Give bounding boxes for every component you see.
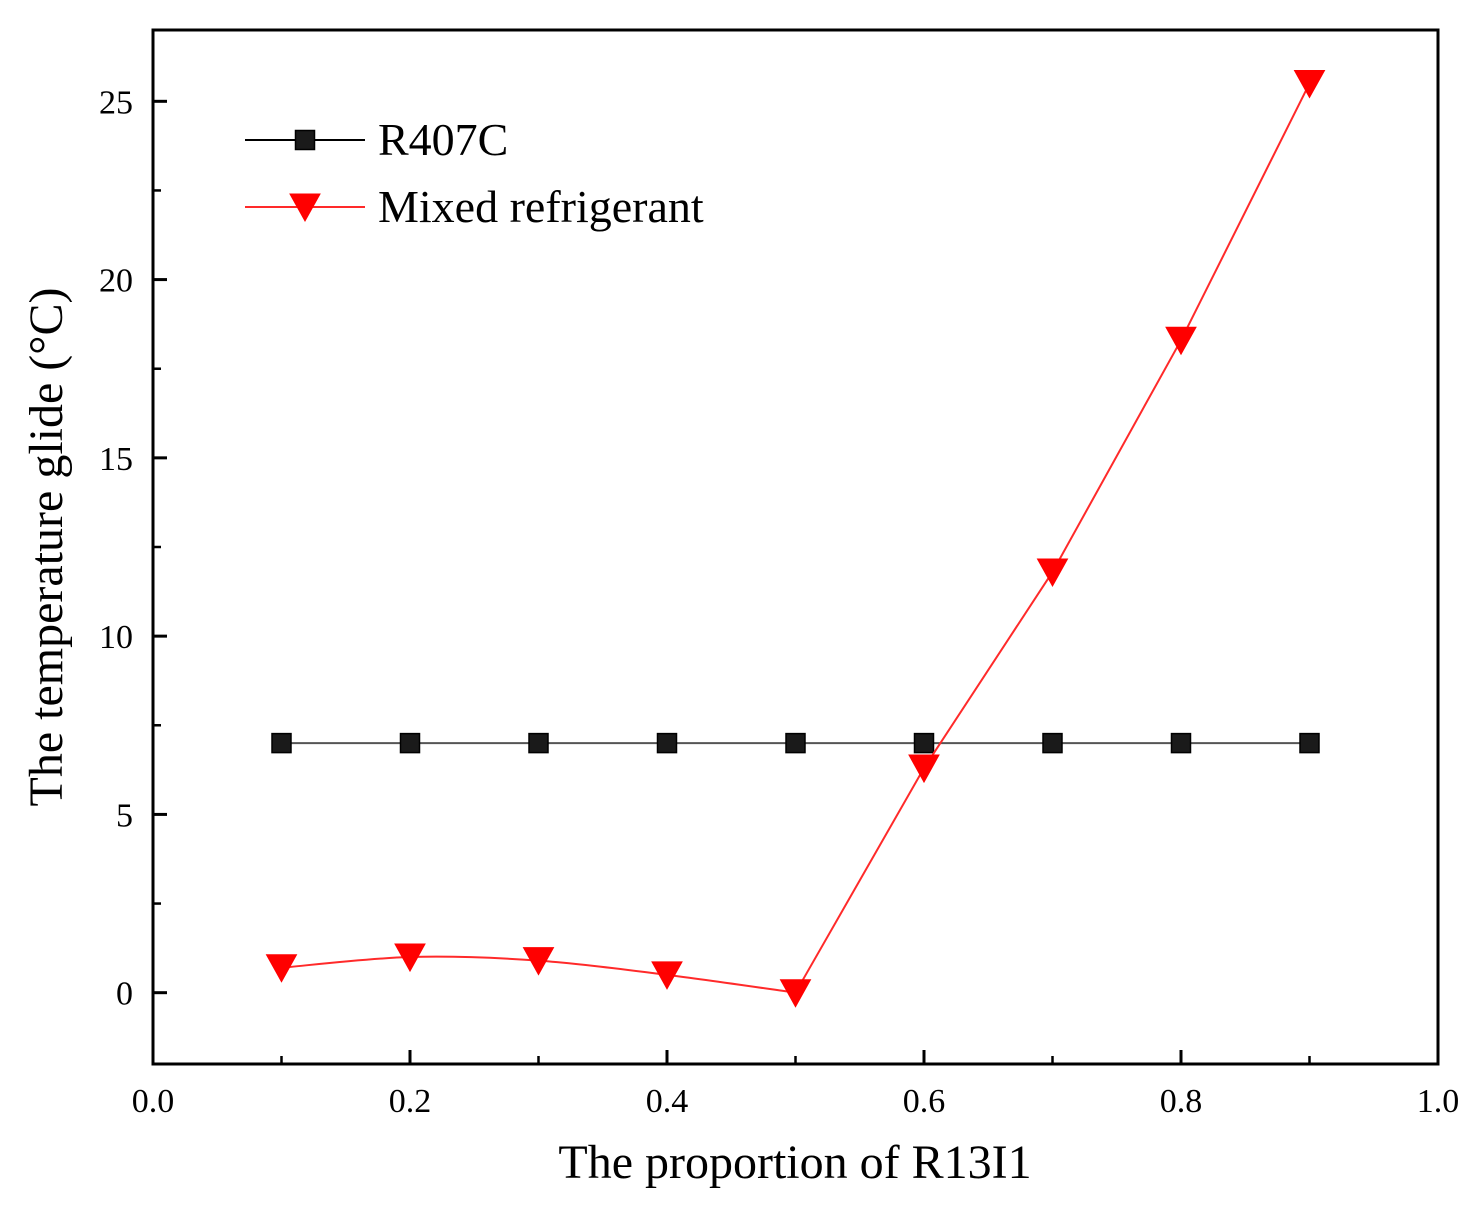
data-point [522, 947, 555, 976]
legend-marker [289, 193, 321, 223]
data-point [779, 979, 812, 1008]
data-point [913, 732, 935, 754]
data-point [1165, 326, 1197, 356]
data-point [1042, 732, 1063, 754]
x-axis: 0.0 0.2 0.4 0.6 0.8 1.0 [132, 1050, 1460, 1120]
data-point [785, 732, 806, 754]
x-tick-label: 0.6 [903, 1083, 946, 1120]
data-point [528, 732, 549, 754]
legend-label: Mixed refrigerant [378, 181, 704, 232]
plot-frame [151, 28, 1440, 1066]
y-tick-label: 25 [99, 84, 133, 121]
data-point [399, 732, 421, 754]
y-tick-label: 0 [116, 976, 133, 1013]
data-point [265, 954, 298, 983]
series-line-linear [794, 83, 1311, 994]
x-tick-label: 0.0 [132, 1083, 175, 1120]
series-r407c [271, 732, 1320, 754]
data-point [656, 732, 678, 754]
series-mixed-refrigerant [265, 69, 1326, 1008]
x-tick-label: 1.0 [1417, 1083, 1460, 1120]
x-tick-label: 0.8 [1160, 1083, 1203, 1120]
y-tick-label: 20 [99, 263, 133, 300]
data-point [1036, 558, 1069, 587]
y-tick-label: 5 [116, 797, 133, 834]
y-axis-title: The temperature glide (°C) [20, 288, 73, 807]
legend-label: R407C [378, 114, 508, 165]
x-tick-label: 0.4 [646, 1083, 689, 1120]
y-tick-label: 15 [99, 441, 133, 478]
data-point [394, 943, 426, 973]
data-point [1299, 732, 1320, 754]
y-tick-label: 10 [99, 619, 133, 656]
legend: R407C Mixed refrigerant [245, 114, 704, 232]
data-point [1170, 732, 1192, 754]
legend-marker [294, 129, 316, 151]
y-axis: 0 5 10 15 20 25 [99, 84, 167, 1013]
x-tick-label: 0.2 [389, 1083, 432, 1120]
data-point [271, 732, 292, 754]
data-point [651, 961, 683, 990]
data-point [908, 754, 940, 784]
x-axis-title: The proportion of R13I1 [558, 1136, 1031, 1189]
series-layer [265, 69, 1326, 1008]
data-point [1293, 69, 1326, 99]
